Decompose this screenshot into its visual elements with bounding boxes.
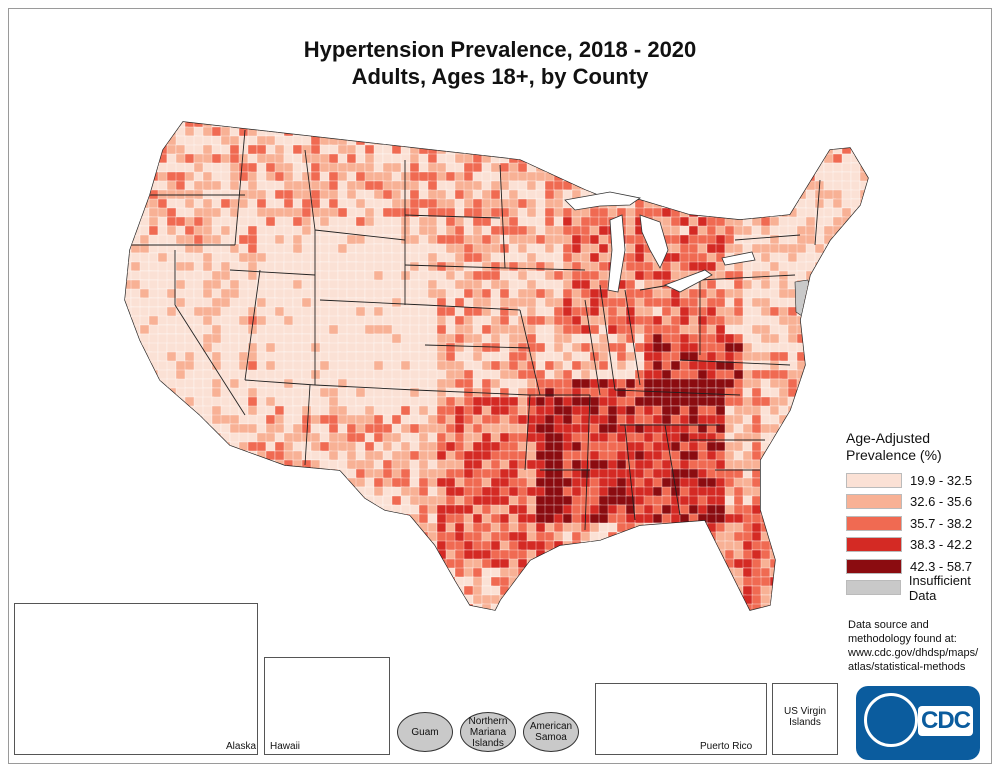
legend-item: 38.3 - 42.2 xyxy=(846,535,972,555)
legend-label: 32.6 - 35.6 xyxy=(910,494,973,509)
cdc-logo-text: CDC xyxy=(918,706,973,736)
guam-label: Guam xyxy=(411,726,439,738)
legend-item: 42.3 - 58.7 xyxy=(846,556,972,576)
hawaii-inset xyxy=(264,657,390,755)
hhs-seal-icon xyxy=(864,693,918,747)
guam-inset: Guam xyxy=(397,712,453,752)
alaska-inset xyxy=(14,603,258,755)
legend-swatch xyxy=(846,494,902,509)
puerto-rico-label: Puerto Rico xyxy=(700,741,753,752)
great-lakes xyxy=(564,191,756,293)
data-source-note: Data source and methodology found at: ww… xyxy=(848,618,978,674)
state-borders xyxy=(130,129,821,531)
legend-item: 32.6 - 35.6 xyxy=(846,492,972,512)
american-samoa-label: American Samoa xyxy=(529,721,573,743)
legend-label: 38.3 - 42.2 xyxy=(910,537,973,552)
legend-title: Age-Adjusted xyxy=(846,430,931,446)
northern-mariana-inset: Northern Mariana Islands xyxy=(460,712,516,752)
source-line-2: methodology found at: xyxy=(848,633,957,645)
legend-label: 19.9 - 32.5 xyxy=(910,472,973,488)
map-frame xyxy=(8,8,992,764)
legend-label: Insufficient Data xyxy=(908,572,971,603)
legend-item: 35.7 - 38.2 xyxy=(846,513,972,533)
puerto-rico-inset xyxy=(595,683,767,755)
source-line-1: Data source and xyxy=(848,619,929,631)
virgin-islands-inset xyxy=(772,683,838,755)
alaska-label: Alaska xyxy=(226,741,257,752)
legend-swatch xyxy=(846,515,902,531)
northern-mariana-label: Northern Mariana Islands xyxy=(468,715,508,749)
legend-swatch xyxy=(846,472,902,488)
american-samoa-inset: American Samoa xyxy=(523,712,579,752)
legend-label: 35.7 - 38.2 xyxy=(910,515,973,531)
map-title: Hypertension Prevalence, 2018 - 2020 xyxy=(303,37,697,62)
legend-swatch xyxy=(846,558,902,574)
legend-item: Insufficient Data xyxy=(846,573,1000,603)
legend-label: 42.3 - 58.7 xyxy=(910,558,973,574)
legend-subtitle: Prevalence (%) xyxy=(846,447,942,463)
map-subtitle: Adults, Ages 18+, by County xyxy=(351,64,649,89)
legend-swatch xyxy=(846,537,902,552)
legend-swatch xyxy=(846,580,901,595)
source-line-4: atlas/statistical-methods xyxy=(848,661,966,673)
source-line-3: www.cdc.gov/dhdsp/maps/ xyxy=(848,647,979,659)
hawaii-label: Hawaii xyxy=(270,741,301,752)
virgin-islands-label: US Virgin Islands xyxy=(783,706,827,728)
legend-item: 19.9 - 32.5 xyxy=(846,470,972,490)
